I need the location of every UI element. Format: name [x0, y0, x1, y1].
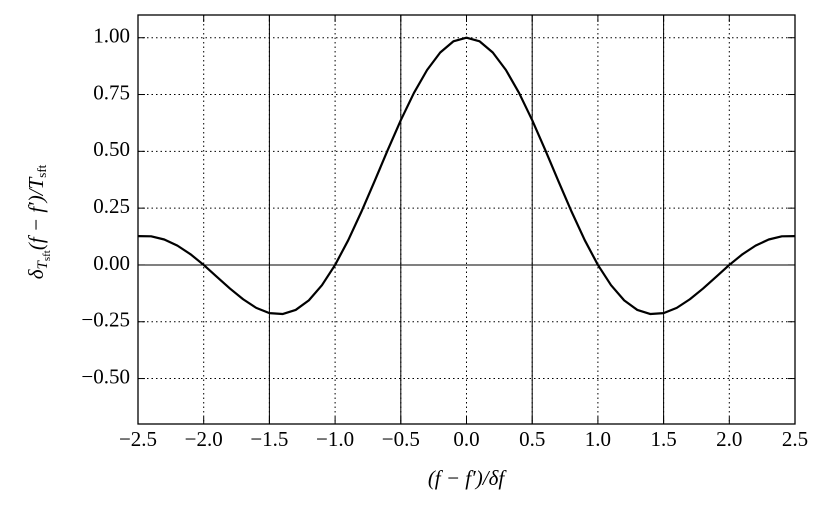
y-label-part: sft	[34, 164, 49, 177]
x-tick-label: −1.5	[250, 427, 288, 451]
x-tick-label: 1.0	[585, 427, 611, 451]
y-axis-label: δTsft(f − f′)/Tsft	[24, 164, 53, 279]
x-tick-label: 2.5	[782, 427, 808, 451]
x-tick-label: 0.5	[519, 427, 545, 451]
data-line	[137, 36, 796, 316]
y-label-part: T	[24, 176, 48, 189]
y-label-part: T	[35, 260, 51, 270]
x-axis-label: (f − f′)/δf	[428, 466, 508, 490]
x-tick-label: −1.0	[316, 427, 354, 451]
x-tick-label: 0.0	[453, 427, 479, 451]
y-tick-label: −0.50	[81, 364, 130, 388]
x-tick-label: 1.5	[650, 427, 676, 451]
y-tick-label: 0.50	[93, 137, 130, 161]
y-tick-label: 0.25	[93, 194, 130, 218]
y-tick-label: 0.00	[93, 251, 130, 275]
x-tick-label: −2.0	[185, 427, 223, 451]
y-label-part: δ	[24, 268, 48, 279]
y-tick-label: −0.25	[81, 308, 130, 332]
y-tick-label: 1.00	[93, 24, 130, 48]
plot-frame	[137, 14, 796, 425]
x-tick-label: −2.5	[119, 427, 157, 451]
x-tick-label: −0.5	[382, 427, 420, 451]
x-tick-label: 2.0	[716, 427, 742, 451]
y-tick-label: 0.75	[93, 80, 130, 104]
y-label-part: sft	[41, 250, 53, 261]
y-label-part: (f − f′)/	[24, 187, 48, 250]
